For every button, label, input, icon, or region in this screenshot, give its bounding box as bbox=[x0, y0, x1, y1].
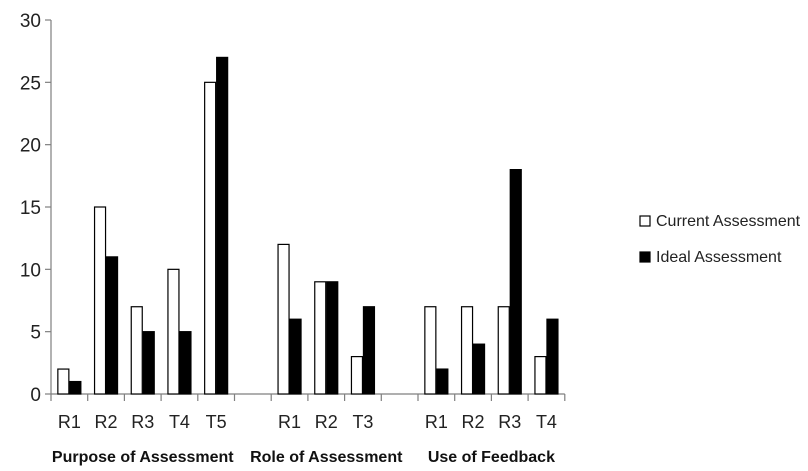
x-category-label: R3 bbox=[131, 412, 154, 432]
y-tick-label: 30 bbox=[20, 11, 41, 32]
x-category-label: R1 bbox=[58, 412, 81, 432]
bar-current-assessment bbox=[93, 206, 107, 395]
x-category-label: R2 bbox=[95, 412, 118, 432]
x-category-label: R2 bbox=[462, 412, 485, 432]
bar-current-assessment bbox=[350, 356, 364, 395]
y-tick-label: 20 bbox=[20, 136, 41, 157]
y-tick-label: 0 bbox=[30, 385, 41, 406]
bar-ideal-assessment bbox=[179, 331, 192, 395]
group-label: Role of Assessment bbox=[250, 449, 403, 466]
y-tick-label: 25 bbox=[20, 73, 41, 94]
bar-ideal-assessment bbox=[509, 169, 522, 395]
bar-current-assessment bbox=[167, 268, 180, 395]
bar-ideal-assessment bbox=[436, 368, 449, 395]
group-label: Purpose of Assessment bbox=[52, 449, 234, 466]
y-tick-label: 5 bbox=[30, 323, 41, 344]
bar-current-assessment bbox=[130, 306, 143, 395]
legend-swatch-current bbox=[639, 215, 651, 227]
bar-ideal-assessment bbox=[472, 343, 486, 395]
y-tick-label: 10 bbox=[20, 260, 41, 281]
bar-ideal-assessment bbox=[546, 318, 559, 395]
bar-current-assessment bbox=[314, 281, 327, 395]
bar-current-assessment bbox=[534, 356, 547, 395]
bar-current-assessment bbox=[497, 306, 510, 395]
bar-ideal-assessment bbox=[362, 306, 376, 395]
group-label: Use of Feedback bbox=[428, 449, 555, 466]
bar-ideal-assessment bbox=[289, 318, 302, 395]
bar-current-assessment bbox=[57, 368, 70, 395]
y-tick-label: 15 bbox=[20, 198, 41, 219]
x-category-label: T3 bbox=[352, 412, 373, 432]
bar-current-assessment bbox=[424, 306, 437, 395]
legend-label: Ideal Assessment bbox=[656, 249, 782, 266]
bar-ideal-assessment bbox=[216, 56, 229, 395]
bar-ideal-assessment bbox=[326, 281, 339, 395]
legend-label: Current Assessment bbox=[656, 213, 801, 230]
x-category-label: R3 bbox=[498, 412, 521, 432]
bar-current-assessment bbox=[460, 306, 474, 395]
bar-ideal-assessment bbox=[142, 331, 155, 395]
x-category-label: T5 bbox=[206, 412, 227, 432]
bar-ideal-assessment bbox=[105, 256, 119, 395]
x-category-label: R1 bbox=[425, 412, 448, 432]
x-category-label: R2 bbox=[315, 412, 338, 432]
x-category-label: T4 bbox=[536, 412, 557, 432]
x-category-label: T4 bbox=[169, 412, 190, 432]
bar-current-assessment bbox=[277, 243, 290, 395]
x-category-label: R1 bbox=[278, 412, 301, 432]
bar-ideal-assessment bbox=[69, 380, 82, 395]
bar-current-assessment bbox=[204, 81, 217, 395]
legend-swatch-ideal bbox=[639, 251, 651, 263]
